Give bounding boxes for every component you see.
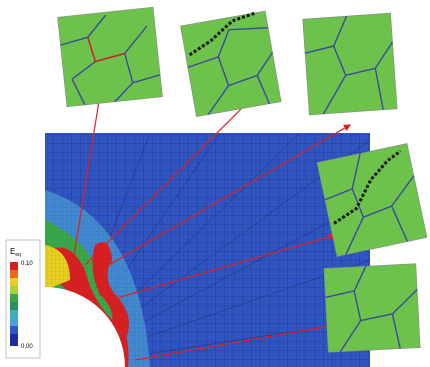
arrows [71,93,352,361]
mesh [45,133,370,367]
inset [302,12,398,116]
colorbar-max: 0.10 [21,261,33,267]
colorbar-label: Eeq [10,247,21,258]
colorbar-min: 0.00 [21,344,33,350]
inset [57,6,163,108]
inset [323,263,421,353]
inset [316,143,428,257]
colorbar: Eeq 0.10 0.00 [5,239,41,359]
inset [180,10,282,117]
